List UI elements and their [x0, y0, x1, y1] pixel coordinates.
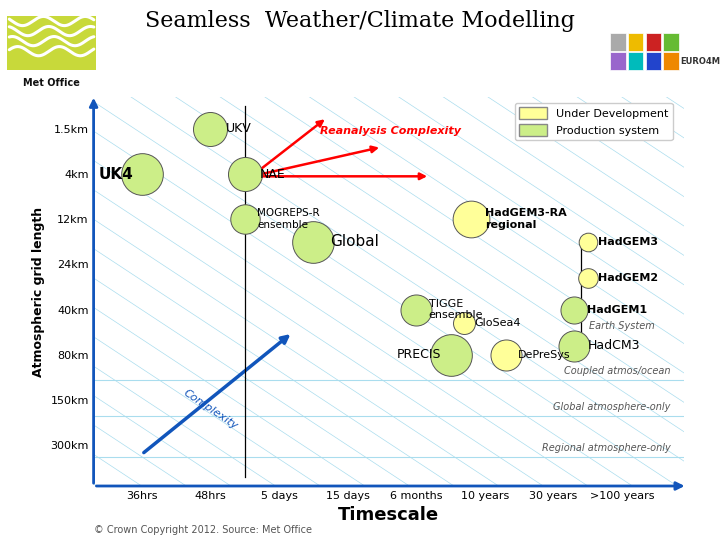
Bar [628, 52, 644, 70]
Y-axis label: Atmospheric grid length: Atmospheric grid length [32, 206, 45, 377]
Text: DePreSys: DePreSys [518, 350, 570, 360]
Bar [663, 52, 679, 70]
Text: Global atmosphere-only: Global atmosphere-only [553, 402, 670, 413]
Bar [646, 52, 661, 70]
Point [239, 215, 251, 224]
Legend: Under Development, Production system: Under Development, Production system [515, 103, 672, 140]
Text: Coupled atmos/ocean: Coupled atmos/ocean [564, 366, 670, 376]
Text: UKV: UKV [225, 123, 251, 136]
Text: HadCM3: HadCM3 [588, 339, 640, 353]
X-axis label: Timescale: Timescale [338, 507, 439, 524]
Text: UK4: UK4 [99, 166, 133, 181]
Text: HadGEM3: HadGEM3 [598, 237, 658, 247]
Text: HadGEM3-RA
regional: HadGEM3-RA regional [485, 208, 567, 230]
Point [445, 350, 456, 359]
Text: NAE: NAE [260, 167, 286, 180]
Point [307, 238, 319, 246]
Point [568, 341, 580, 350]
Bar [610, 32, 626, 51]
Text: Global: Global [330, 234, 379, 249]
Point [568, 305, 580, 314]
Point [136, 170, 148, 178]
Bar [646, 32, 661, 51]
Point [410, 305, 422, 314]
Text: Earth System: Earth System [589, 321, 655, 330]
Text: HadGEM2: HadGEM2 [598, 273, 658, 283]
Text: © Crown Copyright 2012. Source: Met Office: © Crown Copyright 2012. Source: Met Offi… [94, 525, 312, 535]
Text: EURO4M: EURO4M [680, 57, 720, 66]
Text: MOGREPS-R
ensemble: MOGREPS-R ensemble [257, 208, 320, 230]
Text: PRECIS: PRECIS [397, 348, 441, 361]
Text: Reanalysis Complexity: Reanalysis Complexity [320, 126, 461, 136]
Point [459, 319, 470, 328]
Text: Regional atmosphere-only: Regional atmosphere-only [541, 443, 670, 453]
Text: Complexity: Complexity [181, 387, 239, 431]
Point [500, 350, 511, 359]
Bar [628, 32, 644, 51]
Point [582, 274, 594, 282]
Bar [663, 32, 679, 51]
FancyBboxPatch shape [7, 16, 96, 70]
Text: HadGEM1: HadGEM1 [587, 305, 647, 315]
Point [204, 125, 216, 133]
Text: Met Office: Met Office [22, 78, 79, 88]
Text: Seamless  Weather/Climate Modelling: Seamless Weather/Climate Modelling [145, 10, 575, 32]
Point [582, 238, 594, 246]
Point [239, 170, 251, 178]
Text: TIGGE
ensemble: TIGGE ensemble [428, 299, 483, 320]
Point [465, 215, 477, 224]
Text: GloSea4: GloSea4 [474, 318, 521, 328]
Bar [610, 52, 626, 70]
